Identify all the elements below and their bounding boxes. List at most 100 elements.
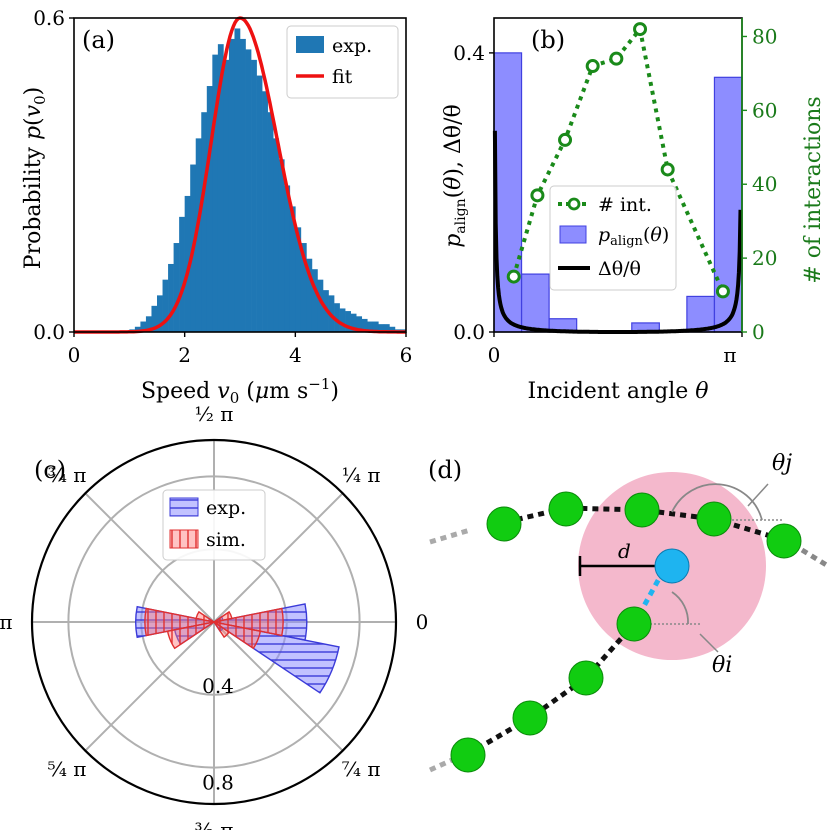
d-node [450,737,486,773]
a-histogram [129,28,407,333]
d-node [624,492,660,528]
b-interactions-points [506,22,730,299]
a-hist-bar [240,38,246,332]
d-node [568,660,604,696]
b-y2tick-label: 20 [752,246,777,270]
c-legend-exp: exp. [206,497,246,519]
b-xtick-label: π [723,343,736,367]
a-hist-bar [356,316,363,332]
a-hist-bar [234,28,241,332]
b-xtick-label: 0 [488,343,501,367]
a-hist-bar [389,326,396,332]
c-radial-ticks: 0.4 0.8 [202,674,234,795]
panel-d: (d) d θj θi [428,451,830,773]
d-node [696,501,732,537]
a-xticks: 0 2 4 6 [68,332,412,367]
a-legend-exp-swatch [296,36,324,53]
b-interaction-point [609,51,624,66]
panel-c: (c) 0.4 0.8 0 ¼ π ½ π ¾ π π ⁵⁄₄ π ³⁄₂ π ⁷⁄₄ π ex… [0,402,428,830]
a-hist-bar [372,321,379,332]
a-hist-bar [339,308,346,332]
c-sim-sector [213,621,262,650]
c-rtick-label: 0.8 [202,771,234,795]
d-theta-i-arc [671,591,689,625]
a-ylabel: Probability p(v0) [21,87,49,269]
d-theta-j-arc [671,483,763,521]
a-hist-bar [295,227,302,332]
c-grid-spoke [213,492,344,623]
c-rtick-label: 0.4 [202,674,234,698]
b-interaction-point [506,269,521,284]
a-hist-bar [306,258,313,332]
a-hist-bar [361,318,368,332]
a-hist-bar [383,324,390,332]
panel-a: (a) 0 2 4 6 0.0 0.6 Speed v0 (μm s−1) Probab… [21,6,412,407]
a-hist-bar [350,313,357,332]
d-upper-tail-left [429,527,471,545]
c-legend-sim-swatch [169,529,199,549]
d-distance-label: d [618,539,631,563]
a-hist-bar [345,311,351,332]
d-node [486,506,522,542]
a-hist-bar [317,279,324,332]
a-frame [73,17,407,333]
c-grid-spoke [84,492,215,623]
c-legend-exp-swatch [169,497,199,517]
a-hist-bar [184,195,191,332]
c-sim-sector [144,607,215,637]
b-interaction-point [558,132,573,147]
a-hist-bar [273,138,280,332]
c-legend-sim: sim. [206,529,246,551]
c-outer-circle [30,438,398,806]
b-bar [686,295,716,333]
c-sim-sectors [144,607,284,650]
b-yticks: 0.0 0.4 [453,41,494,344]
a-hist-bar [206,86,213,333]
b-y2tick-label: 60 [752,98,777,122]
c-angle-label: π [0,610,13,634]
b-legend-int: # int. [598,194,652,216]
b-legend-delta: Δθ/θ [598,258,641,280]
b-y2ticks: 0 20 40 60 80 [741,18,777,344]
b-interactions-line [511,24,725,293]
b-legend: # int. palign(θ) Δθ/θ [549,185,677,291]
a-hist-bar [367,321,374,332]
a-xtick-label: 4 [289,343,302,367]
c-angle-label: ⁷⁄₄ π [342,757,381,781]
b-ylabel: palign(θ), Δθ/θ [441,104,469,248]
b-ytick-label: 0.4 [453,41,485,65]
a-hist-bar [179,216,185,332]
a-hist-bar [311,269,318,332]
a-hist-bar [256,75,263,333]
b-legend-p-swatch [559,225,587,244]
b-ytick-label: 0.0 [453,320,485,344]
a-ytick-label: 0.6 [33,6,65,30]
a-hist-bar [267,112,274,332]
a-hist-bar [140,321,147,332]
a-legend-fit: fit [332,66,353,88]
a-hist-bar [173,243,180,332]
a-hist-bar [300,243,307,332]
a-hist-bar [284,185,291,332]
a-legend: exp. fit [286,25,399,99]
d-theta-i-pointer [699,633,719,653]
b-y2tick-label: 80 [752,24,777,48]
a-hist-bar [168,263,174,332]
a-hist-bar [228,38,235,332]
d-panel-label: (d) [428,456,462,484]
d-node [548,491,584,527]
b-interaction-point [715,284,730,299]
a-legend-exp: exp. [332,35,372,57]
a-hist-bar [201,112,208,332]
a-hist-bar [278,159,285,332]
a-hist-bar [378,324,385,332]
d-lower-tail [428,757,454,773]
c-sim-sector [213,610,233,623]
d-center-node [654,548,690,584]
d-theta-j-label: θj [772,451,792,476]
b-y2tick-label: 40 [752,172,777,196]
a-yticks: 0.0 0.6 [33,6,74,344]
b-y2tick-label: 0 [752,320,765,344]
